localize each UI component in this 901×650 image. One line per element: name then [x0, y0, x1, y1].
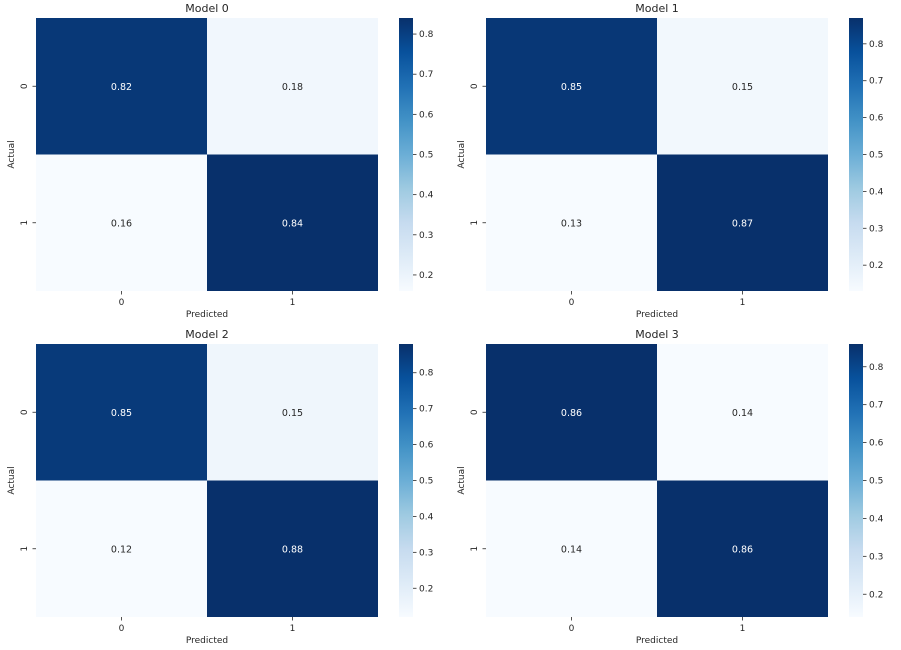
colorbar-tick-label: 0.4 — [419, 512, 434, 522]
chart-title: Model 1 — [635, 2, 679, 15]
cell-value-label: 0.84 — [282, 218, 303, 229]
y-axis-label: Actual — [7, 466, 17, 494]
colorbar-tick-label: 0.7 — [419, 405, 433, 415]
colorbar-tick-label: 0.5 — [419, 151, 433, 161]
colorbar-tick-label: 0.6 — [419, 441, 434, 451]
x-tick-label: 1 — [290, 624, 296, 634]
cell-value-label: 0.18 — [282, 82, 303, 93]
colorbar-tick-label: 0.8 — [419, 30, 434, 40]
colorbar-tick-label: 0.5 — [869, 477, 883, 487]
colorbar-tick-label: 0.3 — [419, 548, 433, 558]
colorbar-tick-label: 0.2 — [419, 584, 433, 594]
heatmap-panel: 0.85 0.15 0.12 0.88 Model 2 0 1 0 1 Predicted Actu… — [7, 328, 434, 646]
y-axis-label: Actual — [7, 140, 17, 168]
y-tick-label: 1 — [470, 220, 480, 226]
heatmap-panel: 0.86 0.14 0.14 0.86 Model 3 0 1 0 1 Predicted Actu… — [457, 328, 884, 646]
colorbar — [849, 344, 863, 617]
colorbar — [849, 18, 863, 291]
heatmap-cell — [486, 480, 657, 617]
cell-value-label: 0.16 — [111, 218, 132, 229]
x-tick-label: 0 — [569, 624, 575, 634]
x-tick-label: 0 — [119, 298, 125, 308]
colorbar-tick-label: 0.3 — [419, 231, 433, 241]
y-axis-label: Actual — [457, 466, 467, 494]
y-tick-label: 0 — [470, 409, 480, 415]
colorbar-tick-label: 0.5 — [869, 151, 883, 161]
cell-value-label: 0.13 — [561, 218, 582, 229]
colorbar-tick-label: 0.8 — [869, 40, 884, 50]
chart-title: Model 2 — [185, 328, 229, 341]
cell-value-label: 0.85 — [111, 408, 132, 419]
colorbar-tick-label: 0.4 — [869, 514, 884, 524]
x-tick-label: 1 — [290, 298, 296, 308]
heatmap-cell — [657, 18, 828, 155]
y-tick-label: 0 — [20, 83, 30, 89]
heatmap-cell — [36, 154, 207, 291]
heatmap-panel: 0.85 0.15 0.13 0.87 Model 1 0 1 0 1 Predicted Actu… — [457, 2, 884, 320]
y-tick-label: 0 — [20, 409, 30, 415]
x-axis-label: Predicted — [186, 636, 228, 646]
colorbar-tick-label: 0.5 — [419, 477, 433, 487]
colorbar-tick-label: 0.2 — [419, 271, 433, 281]
heatmap-cell — [207, 154, 378, 291]
chart-title: Model 3 — [635, 328, 679, 341]
cell-value-label: 0.14 — [561, 544, 582, 555]
y-tick-label: 1 — [20, 546, 30, 552]
heatmap-cell — [36, 344, 207, 481]
cell-value-label: 0.87 — [732, 218, 753, 229]
x-tick-label: 1 — [740, 624, 746, 634]
heatmap-panel: 0.82 0.18 0.16 0.84 Model 0 0 1 0 1 Predicted Actu… — [7, 2, 434, 320]
y-tick-label: 1 — [470, 546, 480, 552]
colorbar-tick-label: 0.4 — [419, 191, 434, 201]
cell-value-label: 0.15 — [282, 408, 303, 419]
heatmap-cell — [36, 18, 207, 155]
heatmap-cell — [486, 18, 657, 155]
y-tick-label: 0 — [470, 83, 480, 89]
x-tick-label: 0 — [119, 624, 125, 634]
cell-value-label: 0.15 — [732, 82, 753, 93]
x-axis-label: Predicted — [636, 636, 678, 646]
heatmap-cell — [36, 480, 207, 617]
heatmap-cell — [486, 344, 657, 481]
colorbar-tick-label: 0.7 — [419, 70, 433, 80]
colorbar-tick-label: 0.6 — [869, 439, 884, 449]
colorbar-tick-label: 0.3 — [869, 224, 883, 234]
cell-value-label: 0.86 — [732, 544, 753, 555]
x-tick-label: 1 — [740, 298, 746, 308]
heatmap-cell — [657, 344, 828, 481]
cell-value-label: 0.12 — [111, 544, 132, 555]
colorbar-tick-label: 0.6 — [869, 114, 884, 124]
y-axis-label: Actual — [457, 140, 467, 168]
heatmap-panels: 0.82 0.18 0.16 0.84 Model 0 0 1 0 1 Predicted Actu… — [7, 2, 884, 646]
colorbar-tick-label: 0.2 — [869, 590, 883, 600]
chart-title: Model 0 — [185, 2, 229, 15]
y-tick-label: 1 — [20, 220, 30, 226]
heatmap-cell — [486, 154, 657, 291]
heatmap-cell — [207, 18, 378, 155]
heatmap-cell — [207, 480, 378, 617]
cell-value-label: 0.88 — [282, 544, 303, 555]
colorbar-tick-label: 0.8 — [869, 363, 884, 373]
colorbar-tick-label: 0.6 — [419, 110, 434, 120]
colorbar-tick-label: 0.3 — [869, 552, 883, 562]
colorbar-tick-label: 0.4 — [869, 187, 884, 197]
cell-value-label: 0.86 — [561, 408, 582, 419]
heatmap-cell — [657, 154, 828, 291]
colorbar — [399, 344, 413, 617]
x-axis-label: Predicted — [636, 310, 678, 320]
cell-value-label: 0.85 — [561, 82, 582, 93]
heatmap-cell — [207, 344, 378, 481]
x-axis-label: Predicted — [186, 310, 228, 320]
colorbar-tick-label: 0.7 — [869, 401, 883, 411]
colorbar-tick-label: 0.8 — [419, 369, 434, 379]
colorbar-tick-label: 0.7 — [869, 77, 883, 87]
cell-value-label: 0.82 — [111, 82, 132, 93]
colorbar — [399, 18, 413, 291]
x-tick-label: 0 — [569, 298, 575, 308]
cell-value-label: 0.14 — [732, 408, 753, 419]
heatmap-cell — [657, 480, 828, 617]
colorbar-tick-label: 0.2 — [869, 261, 883, 271]
